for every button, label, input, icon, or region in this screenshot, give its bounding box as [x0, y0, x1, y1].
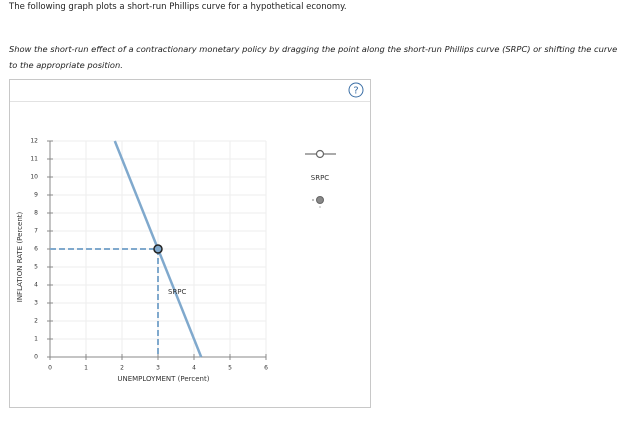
y-tick-label: 5 — [34, 264, 38, 271]
y-tick-label: 2 — [34, 318, 38, 325]
intro-text: The following graph plots a short-run Ph… — [9, 2, 347, 12]
x-tick-label: 3 — [156, 365, 160, 372]
y-tick-label: 8 — [34, 210, 38, 217]
x-tick-label: 1 — [84, 365, 88, 372]
y-tick-label: 0 — [34, 354, 38, 361]
point-tool[interactable] — [316, 196, 324, 204]
instruction-text: Show the short-run effect of a contracti… — [9, 44, 618, 70]
y-tick-label: 11 — [30, 156, 38, 163]
y-tick-label: 6 — [34, 246, 38, 253]
y-axis-label: INFLATION RATE (Percent) — [16, 211, 24, 302]
point-tool-dot[interactable] — [319, 206, 321, 208]
legend-line-tool-handle[interactable] — [315, 149, 325, 159]
y-tick-label: 3 — [34, 300, 38, 307]
help-icon[interactable]: ? — [353, 86, 358, 97]
x-tick-label: 6 — [264, 365, 268, 372]
legend-label: SRPC — [311, 174, 330, 182]
graph-panel — [9, 79, 371, 408]
x-tick-label: 5 — [228, 365, 232, 372]
x-axis-label: UNEMPLOYMENT (Percent) — [117, 375, 209, 383]
y-tick-label: 4 — [34, 282, 38, 289]
x-tick-label: 0 — [48, 365, 52, 372]
y-tick-label: 10 — [30, 174, 38, 181]
point-tool-dot[interactable] — [312, 199, 314, 201]
y-tick-label: 7 — [34, 228, 38, 235]
panel-divider — [10, 101, 370, 102]
help-button[interactable] — [348, 82, 364, 98]
x-tick-label: 2 — [120, 365, 124, 372]
y-tick-label: 1 — [34, 336, 38, 343]
y-tick-label: 9 — [34, 192, 38, 199]
y-tick-label: 12 — [30, 138, 38, 145]
x-tick-label: 4 — [192, 365, 196, 372]
draggable-point[interactable] — [153, 244, 163, 254]
curve-label: SRPC — [168, 288, 187, 296]
